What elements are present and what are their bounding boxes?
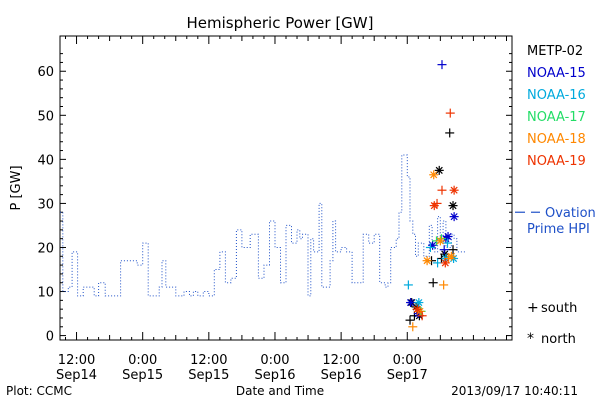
x-tick-time: 12:00 xyxy=(190,353,227,368)
marker-north xyxy=(435,236,445,246)
x-tick-time: 0:00 xyxy=(393,353,422,368)
legend-entry: NOAA-16 xyxy=(527,88,586,103)
marker-north xyxy=(406,298,416,308)
marker-south xyxy=(443,238,453,248)
y-tick-label: 50 xyxy=(37,109,54,124)
marker-north xyxy=(434,165,444,175)
marker-legend-symbol: * xyxy=(527,331,534,347)
plot-credit: Plot: CCMC xyxy=(6,384,72,398)
series-metp-02 xyxy=(405,128,458,325)
marker-legend-symbol: + xyxy=(527,300,539,316)
timestamp: 2013/09/17 10:40:11 xyxy=(451,384,578,398)
marker-north xyxy=(449,185,459,195)
marker-south xyxy=(428,278,438,288)
y-tick-label: 40 xyxy=(37,153,54,168)
marker-south xyxy=(403,280,413,290)
x-tick-date: Sep16 xyxy=(254,368,295,383)
ovation-legend-line1: Ovation xyxy=(545,206,596,221)
marker-north xyxy=(429,170,439,180)
chart-title: Hemispheric Power [GW] xyxy=(187,14,374,32)
x-tick-time: 12:00 xyxy=(322,353,359,368)
legend-entry: NOAA-18 xyxy=(527,132,586,147)
marker-south xyxy=(439,245,449,255)
y-tick-label: 0 xyxy=(46,330,54,345)
x-tick-date: Sep17 xyxy=(387,368,428,383)
marker-legend-label: south xyxy=(541,301,577,316)
y-axis: 0 10 20 30 40 50 60 xyxy=(37,53,512,345)
marker-south xyxy=(439,280,449,290)
legend-entry: METP-02 xyxy=(527,44,583,59)
x-tick-time: 0:00 xyxy=(128,353,157,368)
marker-south xyxy=(448,245,458,255)
marker-south xyxy=(409,311,419,321)
plot-frame xyxy=(59,35,513,341)
series-noaa-19 xyxy=(412,108,459,321)
x-tick-date: Sep14 xyxy=(56,368,97,383)
marker-south xyxy=(445,108,455,118)
marker-north xyxy=(449,212,459,222)
x-axis: 12:00Sep140:00Sep1512:00Sep150:00Sep1612… xyxy=(56,36,507,383)
marker-south xyxy=(425,242,435,252)
marker-north xyxy=(412,304,422,314)
marker-north xyxy=(428,240,438,250)
ovation-line xyxy=(60,154,466,297)
marker-south xyxy=(437,185,447,195)
marker-north xyxy=(440,258,450,268)
marker-south xyxy=(408,322,418,332)
satellite-series xyxy=(403,60,459,332)
legend: METP-02 NOAA-15 NOAA-16 NOAA-17 NOAA-18 NOAA-… xyxy=(515,44,596,347)
series-noaa-15 xyxy=(406,60,459,319)
ovation-series xyxy=(60,154,466,297)
marker-south xyxy=(433,258,443,268)
x-axis-label: Date and Time xyxy=(236,384,324,398)
series-noaa-16 xyxy=(403,238,459,308)
marker-legend-label: north xyxy=(541,332,576,347)
x-tick-date: Sep15 xyxy=(122,368,163,383)
y-tick-label: 60 xyxy=(37,65,54,80)
marker-north xyxy=(446,251,456,261)
x-tick-date: Sep16 xyxy=(321,368,362,383)
x-tick-date: Sep15 xyxy=(188,368,229,383)
marker-south xyxy=(437,60,447,70)
marker-north xyxy=(422,256,432,266)
marker-south xyxy=(405,315,415,325)
marker-south xyxy=(432,198,442,208)
y-tick-label: 30 xyxy=(37,197,54,212)
legend-entry: NOAA-17 xyxy=(527,110,586,125)
x-tick-time: 12:00 xyxy=(58,353,95,368)
marker-south xyxy=(445,128,455,138)
x-tick-time: 0:00 xyxy=(260,353,289,368)
y-axis-label: P [GW] xyxy=(9,165,24,210)
y-tick-label: 10 xyxy=(37,286,54,301)
ovation-legend-line2: Prime HPI xyxy=(527,222,590,237)
marker-north xyxy=(448,201,458,211)
marker-north xyxy=(414,298,424,308)
legend-entry: NOAA-19 xyxy=(527,154,586,169)
y-tick-label: 20 xyxy=(37,241,54,256)
legend-entry: NOAA-15 xyxy=(527,66,586,81)
marker-south xyxy=(417,311,427,321)
